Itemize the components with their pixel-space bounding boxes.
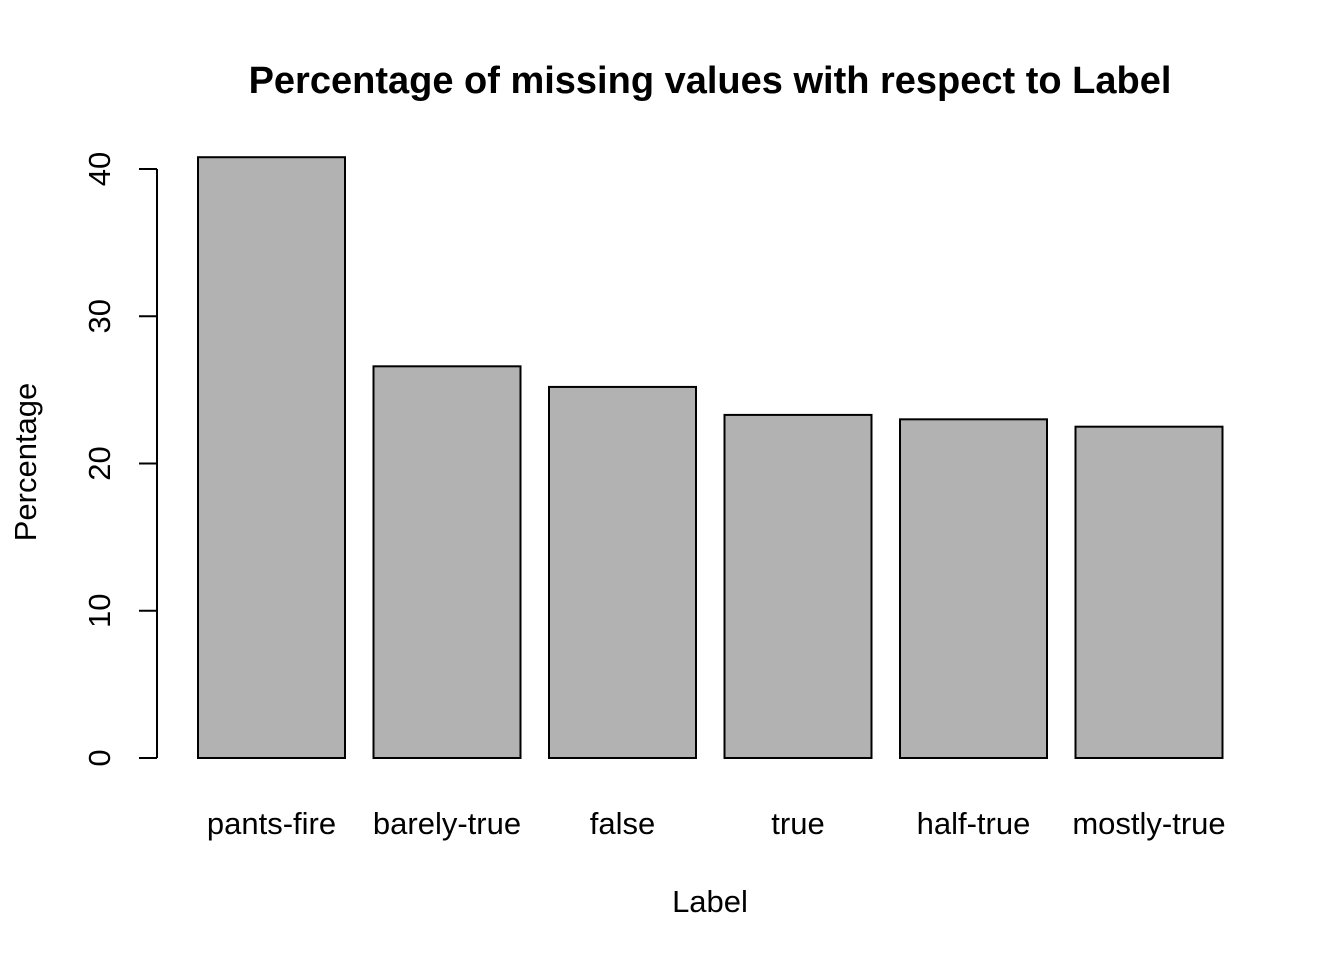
y-tick-label-30: 30: [82, 299, 117, 333]
x-tick-label-pants-fire: pants-fire: [207, 806, 336, 841]
x-tick-label-mostly-true: mostly-true: [1072, 806, 1225, 841]
bar-false: [548, 385, 697, 759]
bars-group: [197, 156, 1224, 760]
bar-barely-true: [372, 365, 522, 759]
x-tick-label-half-true: half-true: [917, 806, 1031, 841]
x-tick-label-false: false: [590, 806, 655, 841]
bar-half-true: [899, 418, 1048, 759]
y-tick-label-40: 40: [82, 152, 117, 186]
bar-mostly-true: [1074, 425, 1224, 759]
x-tick-labels: pants-fire barely-true false true half-true m…: [207, 806, 1226, 841]
chart-title: Percentage of missing values with respec…: [249, 60, 1172, 102]
x-tick-label-true: true: [771, 806, 824, 841]
y-axis-label: Percentage: [8, 383, 43, 542]
y-tick-label-0: 0: [82, 749, 117, 766]
y-axis: 0 10 20 30 40: [82, 152, 158, 767]
bar-true: [723, 413, 873, 759]
y-tick-label-20: 20: [82, 446, 117, 480]
x-axis-label: Label: [672, 884, 748, 919]
bar-pants-fire: [197, 156, 346, 760]
x-tick-label-barely-true: barely-true: [373, 806, 521, 841]
y-tick-label-10: 10: [82, 594, 117, 628]
